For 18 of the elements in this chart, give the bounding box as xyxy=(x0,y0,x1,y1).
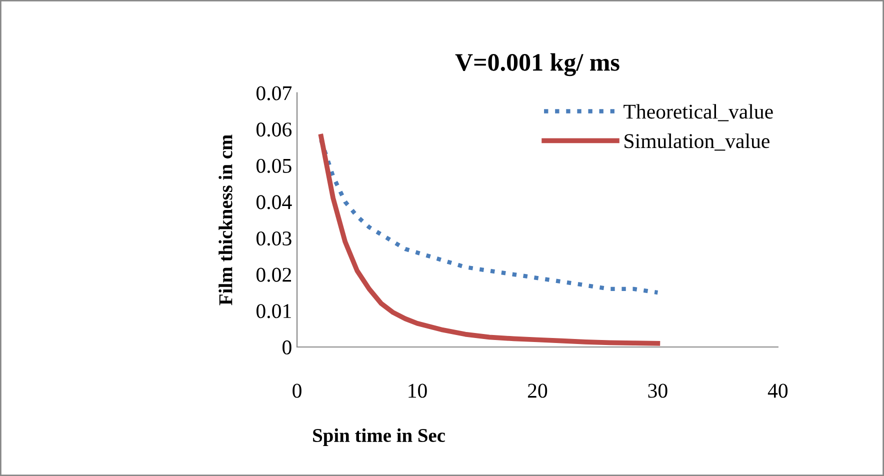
y-tick-label: 0.02 xyxy=(256,268,292,282)
y-tick-label: 0.03 xyxy=(256,231,292,246)
x-tick-label: 10 xyxy=(408,384,427,398)
x-tick-label: 30 xyxy=(648,384,668,398)
x-tick-label: 20 xyxy=(528,384,548,398)
y-axis-title: Film thickness in cm xyxy=(218,134,232,306)
y-tick-label: 0 xyxy=(282,340,292,354)
y-tick-label: 0.01 xyxy=(256,304,291,318)
x-axis-title: Spin time in Sec xyxy=(313,428,446,446)
y-tick-label: 0.07 xyxy=(256,86,292,100)
chart-title: V=0.001 kg/ ms xyxy=(455,53,620,76)
y-tick-label: 0.05 xyxy=(256,158,292,173)
legend-label: Theoretical_value xyxy=(624,104,773,122)
legend-label: Simulation_value xyxy=(624,134,770,151)
y-tick-label: 0.04 xyxy=(256,195,292,210)
x-tick-label: 0 xyxy=(292,384,302,398)
y-tick-label: 0.06 xyxy=(256,122,292,137)
x-tick-label: 40 xyxy=(768,384,788,398)
